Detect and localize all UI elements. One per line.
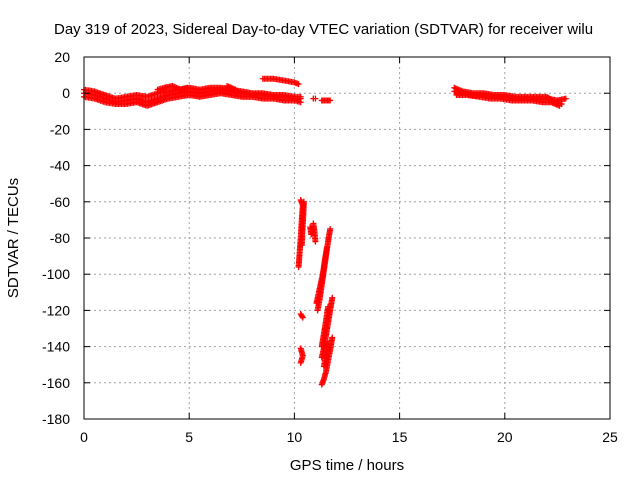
y-tick-label: -40 bbox=[50, 158, 70, 174]
y-tick-label: -140 bbox=[42, 339, 70, 355]
x-tick-label: 25 bbox=[602, 429, 618, 445]
y-tick-label: -180 bbox=[42, 411, 70, 427]
data-point bbox=[314, 307, 321, 314]
data-point bbox=[298, 242, 305, 249]
y-tick-label: -160 bbox=[42, 375, 70, 391]
y-tick-label: -80 bbox=[50, 230, 70, 246]
chart-title: Day 319 of 2023, Sidereal Day-to-day VTE… bbox=[54, 21, 593, 38]
data-point bbox=[318, 381, 325, 388]
data-point bbox=[320, 363, 327, 370]
data-point bbox=[308, 231, 315, 238]
data-marks bbox=[81, 75, 569, 388]
data-point bbox=[295, 81, 302, 88]
y-tick-label: 0 bbox=[62, 85, 70, 101]
data-point bbox=[312, 95, 319, 102]
data-point bbox=[297, 93, 304, 100]
y-tick-label: 20 bbox=[54, 49, 70, 65]
y-tick-label: -60 bbox=[50, 194, 70, 210]
data-point bbox=[299, 314, 306, 321]
data-point bbox=[297, 99, 304, 106]
data-point bbox=[318, 343, 325, 350]
x-axis-title: GPS time / hours bbox=[290, 457, 404, 474]
data-point bbox=[313, 300, 320, 307]
grid bbox=[84, 57, 610, 419]
y-tick-label: -100 bbox=[42, 266, 70, 282]
data-point bbox=[295, 263, 302, 270]
x-tick-label: 5 bbox=[185, 429, 193, 445]
data-point bbox=[184, 84, 191, 91]
x-tick-label: 20 bbox=[497, 429, 513, 445]
x-tick-label: 15 bbox=[392, 429, 408, 445]
data-point bbox=[327, 97, 334, 104]
y-tick-label: -20 bbox=[50, 121, 70, 137]
data-point bbox=[297, 359, 304, 366]
data-point bbox=[232, 86, 239, 93]
axis-ticks: 0 5 10 15 20 25 20 0 -20 -40 -60 -80 -100 -120 -140 -16… bbox=[42, 49, 618, 445]
data-point bbox=[299, 313, 306, 320]
y-axis-title: SDTVAR / TECUs bbox=[5, 178, 22, 298]
data-point bbox=[312, 238, 319, 245]
data-point bbox=[556, 102, 563, 109]
x-tick-label: 0 bbox=[80, 429, 88, 445]
y-tick-label: -120 bbox=[42, 302, 70, 318]
data-point bbox=[562, 95, 569, 102]
x-tick-label: 10 bbox=[287, 429, 303, 445]
